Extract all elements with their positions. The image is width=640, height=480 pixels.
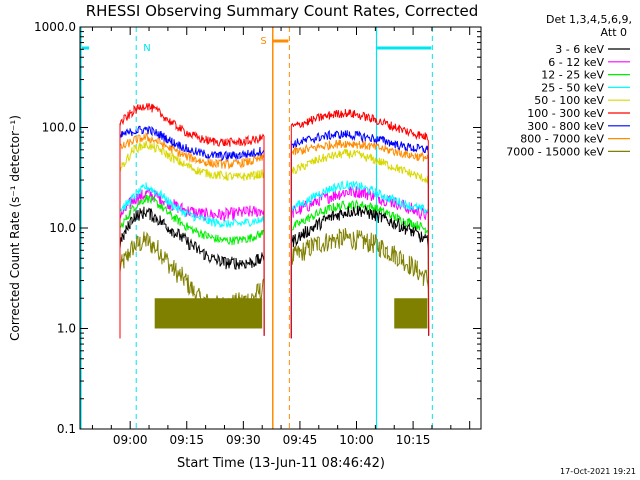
y-tick-label: 1000.0 [34,20,76,34]
plot-content: NS [80,27,433,429]
timestamp: 17-Oct-2021 19:21 [560,467,636,476]
y-tick-label: 1.0 [57,322,76,336]
series-4-segment-1 [119,182,265,339]
legend-label-7: 300 - 800 keV [527,120,604,133]
series-5-segment-2 [290,148,430,339]
y-axis-label: Corrected Count Rate (s⁻¹ detector⁻¹) [8,115,22,341]
night-label: N [143,43,150,54]
legend-label-5: 50 - 100 keV [534,94,604,107]
y-tick-label: 100.0 [42,121,76,135]
x-axis-label: Start Time (13-Jun-11 08:46:42) [177,456,385,471]
series-8-segment-1 [119,132,265,339]
series-1-segment-1 [119,206,265,339]
series-2-segment-2 [290,185,430,339]
y-tick-label: 0.1 [57,422,76,436]
x-axis: 09:00 09:15 09:30 09:45 10:00 10:15 [91,27,471,447]
series-7-segment-2 [290,129,430,339]
legend-label-9: 7000 - 15000 keV [506,145,604,158]
series-2-segment-1 [119,187,265,339]
series-7-segment-1 [119,125,265,339]
series-4-segment-2 [290,180,430,339]
legend-label-3: 12 - 25 keV [541,69,604,82]
legend-label-2: 6 - 12 keV [548,56,604,69]
chart-title: RHESSI Observing Summary Count Rates, Co… [86,2,479,20]
series-6-segment-1 [119,103,265,339]
legend-label-1: 3 - 6 keV [555,43,604,56]
y-axis: 0.1 1.0 10.0 100.0 1000.0 [34,20,481,436]
legend-header-line-1: Det 1,3,4,5,6,9, [546,13,632,26]
legend-header-line-2: Att 0 [601,26,627,39]
series-9-floor-fill-1 [154,298,263,329]
series-9-segment-2 [290,227,430,339]
series-6-segment-2 [290,108,430,339]
series-1-segment-2 [290,205,430,339]
series-9-floor-fill-2 [394,298,428,329]
x-tick-label: 09:45 [283,433,318,447]
series-8-segment-2 [290,139,430,339]
x-tick-label: 09:30 [226,433,261,447]
y-tick-label: 10.0 [49,221,76,235]
legend-label-4: 25 - 50 keV [541,81,604,94]
x-tick-label: 09:00 [113,433,148,447]
legend-label-8: 800 - 7000 keV [520,133,604,146]
x-tick-label: 10:15 [396,433,431,447]
series-3-segment-1 [119,194,265,339]
x-tick-label: 09:15 [169,433,204,447]
legend-label-6: 100 - 300 keV [527,107,604,120]
x-tick-label: 10:00 [339,433,374,447]
saa-label: S [260,36,266,47]
series-5-segment-1 [119,140,265,339]
